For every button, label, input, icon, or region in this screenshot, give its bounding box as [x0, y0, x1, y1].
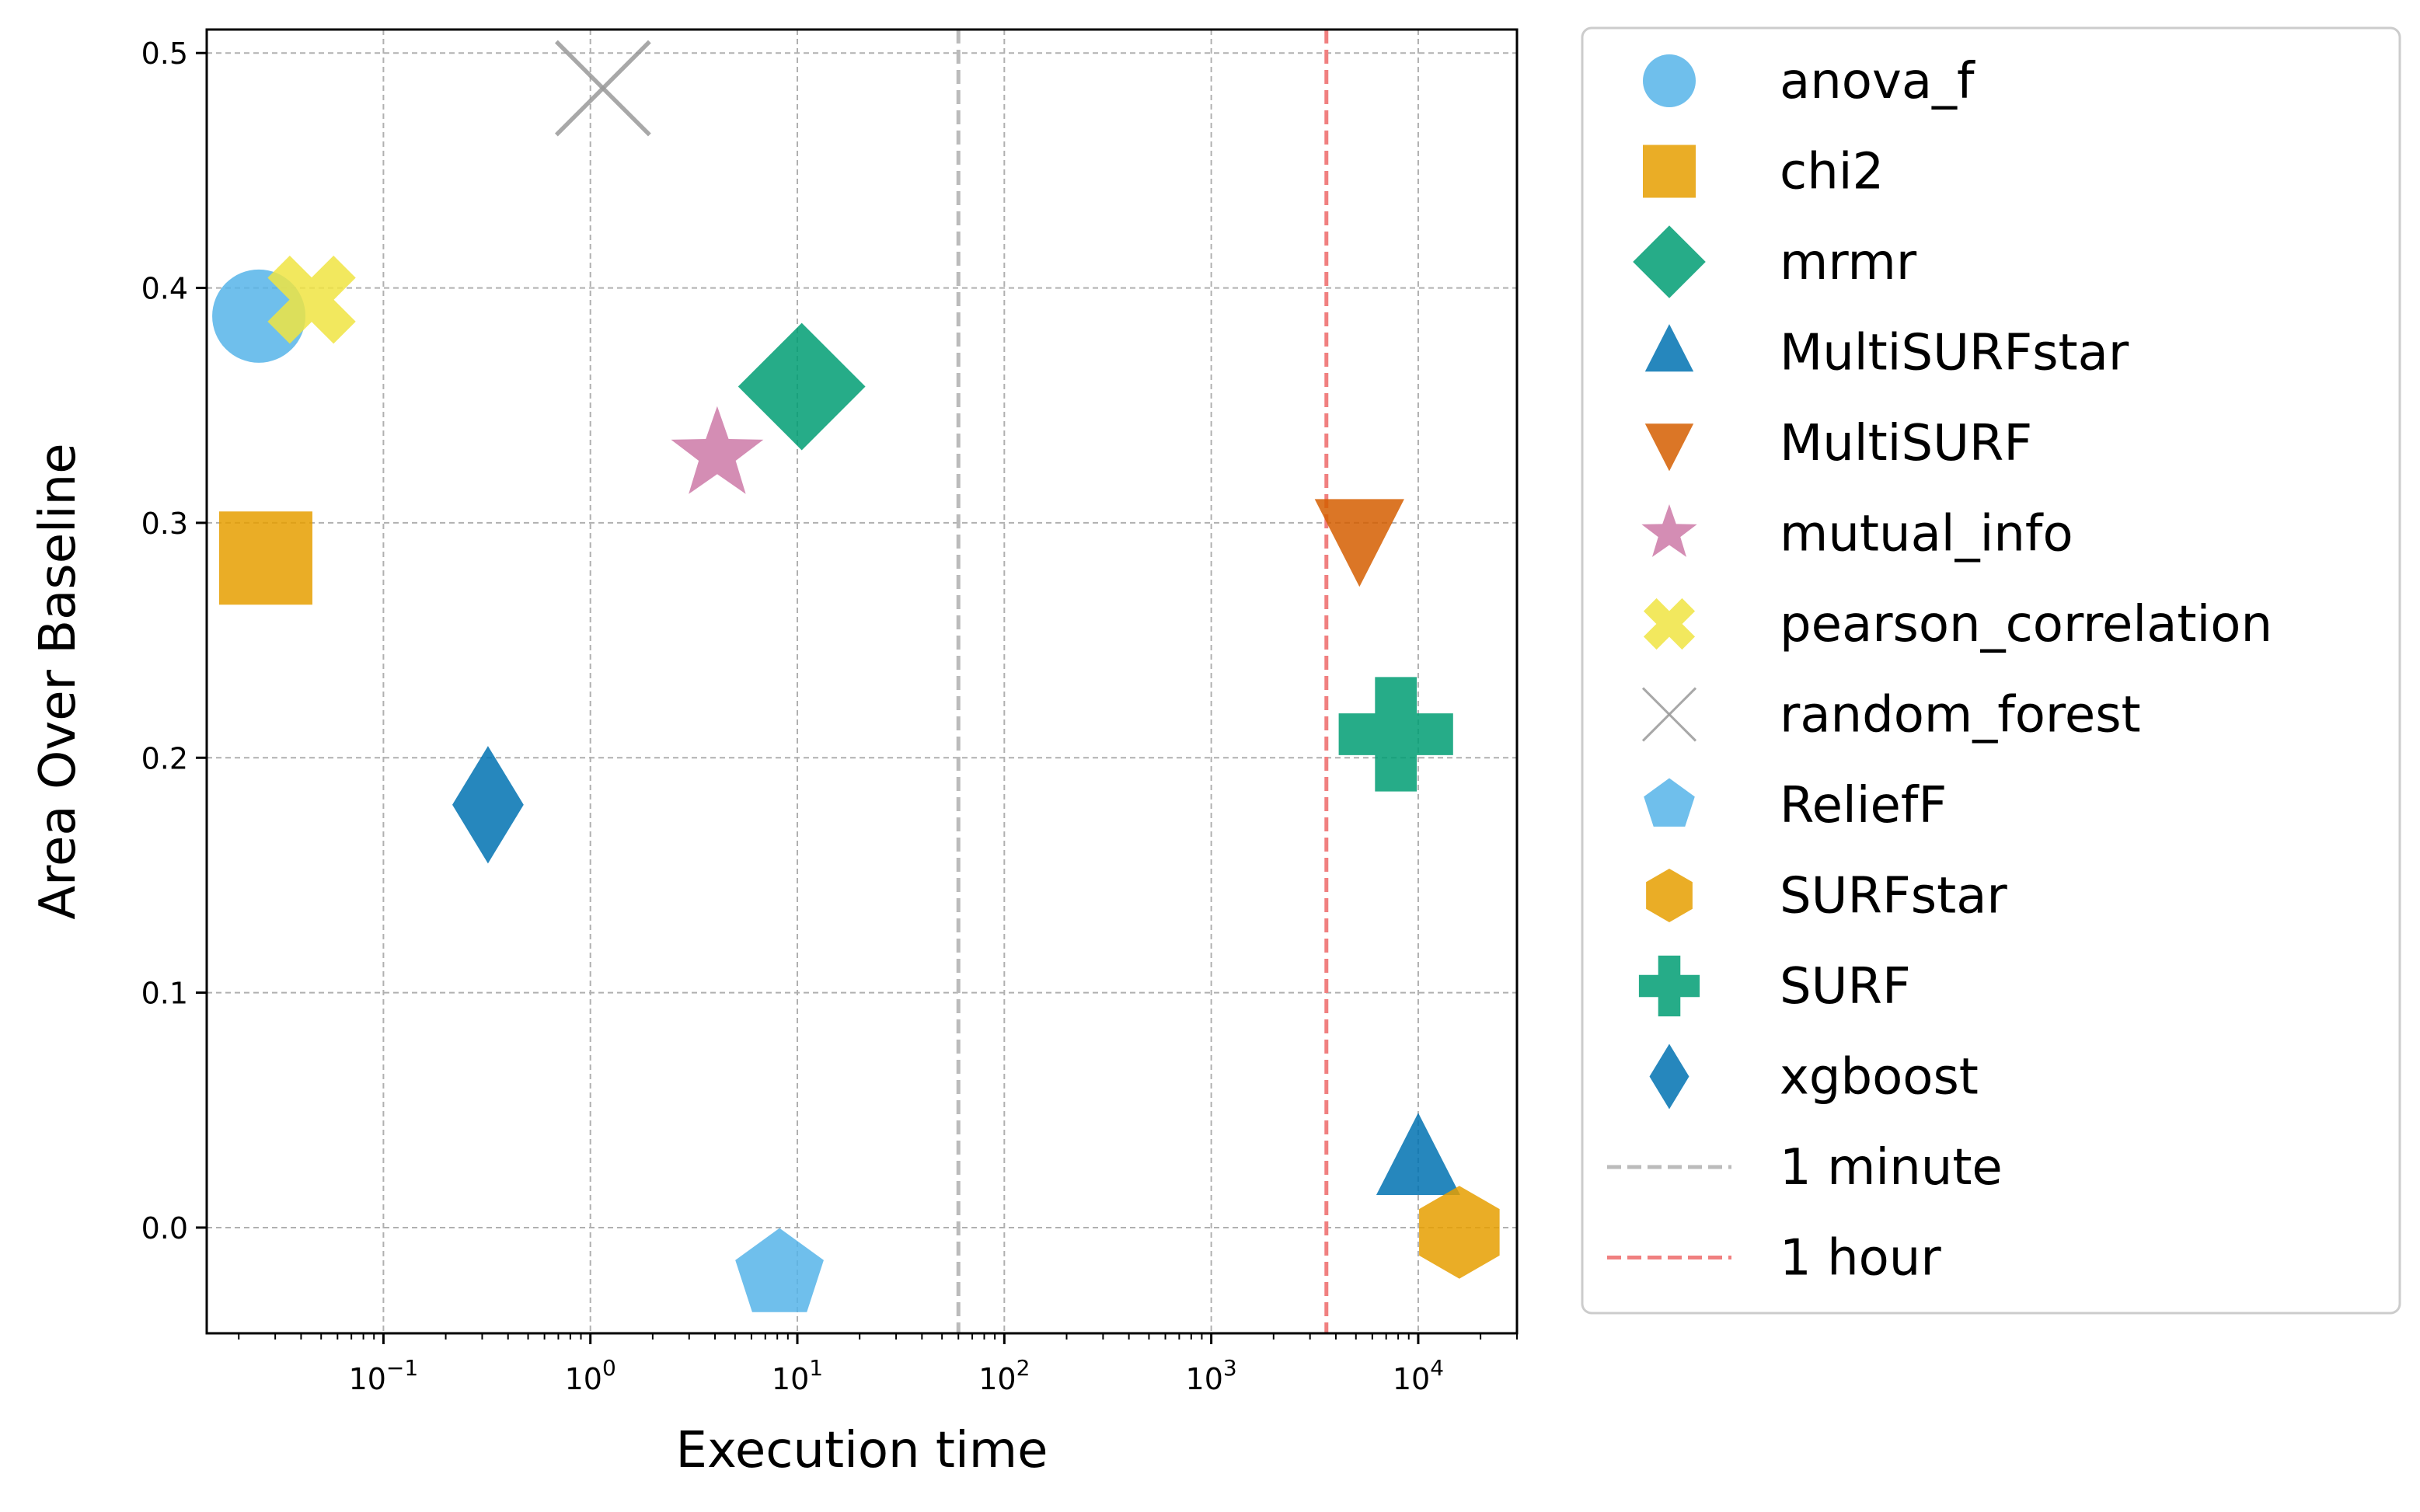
legend-label: pearson_correlation	[1780, 596, 2272, 653]
marker-mutual_info	[671, 406, 764, 494]
legend-label: anova_f	[1780, 53, 1975, 110]
marker-anova_f	[212, 269, 306, 363]
x-tick-label: 102	[978, 1355, 1030, 1396]
marker-MultiSURF	[1314, 499, 1404, 587]
legend-label: SURFstar	[1780, 868, 2007, 925]
marker-chi2	[218, 511, 312, 605]
legend-marker-mrmr	[1633, 225, 1706, 298]
legend-label: 1 minute	[1780, 1139, 2003, 1197]
x-tick-label: 104	[1393, 1355, 1444, 1396]
marker-random_forest	[554, 40, 651, 137]
y-tick-label: 0.4	[141, 272, 188, 306]
legend-marker-MultiSURF	[1644, 423, 1694, 472]
legend-label: MultiSURF	[1780, 415, 2032, 472]
marker-xgboost	[452, 746, 524, 864]
reference-lines-layer	[956, 30, 1329, 1333]
grid-layer	[207, 30, 1517, 1333]
y-tick-label: 0.2	[141, 741, 188, 775]
legend-marker-chi2	[1643, 145, 1696, 198]
y-axis-title: Area Over Baseline	[30, 443, 87, 919]
legend-marker-mutual_info	[1641, 504, 1697, 557]
legend-marker-xgboost	[1649, 1043, 1689, 1110]
y-tick-label: 0.5	[141, 37, 188, 71]
y-tick-label: 0.3	[141, 507, 188, 541]
legend-marker-MultiSURFstar	[1644, 324, 1694, 372]
x-axis-title: Execution time	[676, 1422, 1048, 1479]
legend-marker-random_forest	[1641, 687, 1697, 742]
legend-label: mutual_info	[1780, 506, 2073, 563]
legend-marker-SURF	[1638, 955, 1700, 1017]
y-tick-label: 0.1	[141, 977, 188, 1011]
legend-marker-ReliefF	[1644, 778, 1695, 827]
legend-marker-pearson_correlation	[1643, 597, 1696, 650]
markers-layer	[212, 40, 1500, 1312]
legend-marker-pearson_correlation-shape	[1643, 597, 1696, 650]
marker-mrmr	[738, 322, 866, 451]
marker-random_forest-stroke-b	[554, 40, 651, 137]
legend-label: SURF	[1780, 958, 1911, 1016]
legend-marker-random_forest-stroke-b	[1641, 687, 1697, 742]
marker-ReliefF	[735, 1228, 824, 1312]
legend: anova_f chi2 mrmr MultiSURFstar MultiSURF mut…	[1581, 26, 2401, 1315]
marker-pearson_correlation	[267, 256, 356, 344]
marker-SURF	[1338, 677, 1453, 792]
marker-MultiSURFstar	[1376, 1113, 1460, 1196]
legend-label: random_forest	[1780, 687, 2141, 744]
legend-box	[1581, 26, 2401, 1315]
legend-label: chi2	[1780, 144, 1884, 201]
y-tick-label: 0.0	[141, 1211, 188, 1245]
legend-label: MultiSURFstar	[1780, 325, 2129, 382]
marker-SURFstar	[1419, 1186, 1500, 1279]
x-tick-label: 101	[772, 1355, 823, 1396]
ticks-layer: 10−1 100 101 102 103 104 0.0 0.1 0.2 0.3 0.4 0.5	[141, 37, 1518, 1396]
marker-pearson_correlation-shape	[267, 256, 356, 344]
legend-label: 1 hour	[1780, 1230, 1941, 1287]
x-tick-label: 10−1	[349, 1355, 419, 1396]
legend-marker-anova_f	[1643, 54, 1696, 107]
x-tick-label: 100	[565, 1355, 616, 1396]
legend-marker-SURFstar	[1646, 869, 1693, 922]
legend-label: mrmr	[1780, 234, 1917, 291]
legend-label: ReliefF	[1780, 777, 1947, 834]
legend-label: xgboost	[1780, 1049, 1979, 1106]
x-tick-label: 103	[1186, 1355, 1237, 1396]
plot-frame	[205, 28, 1519, 1335]
